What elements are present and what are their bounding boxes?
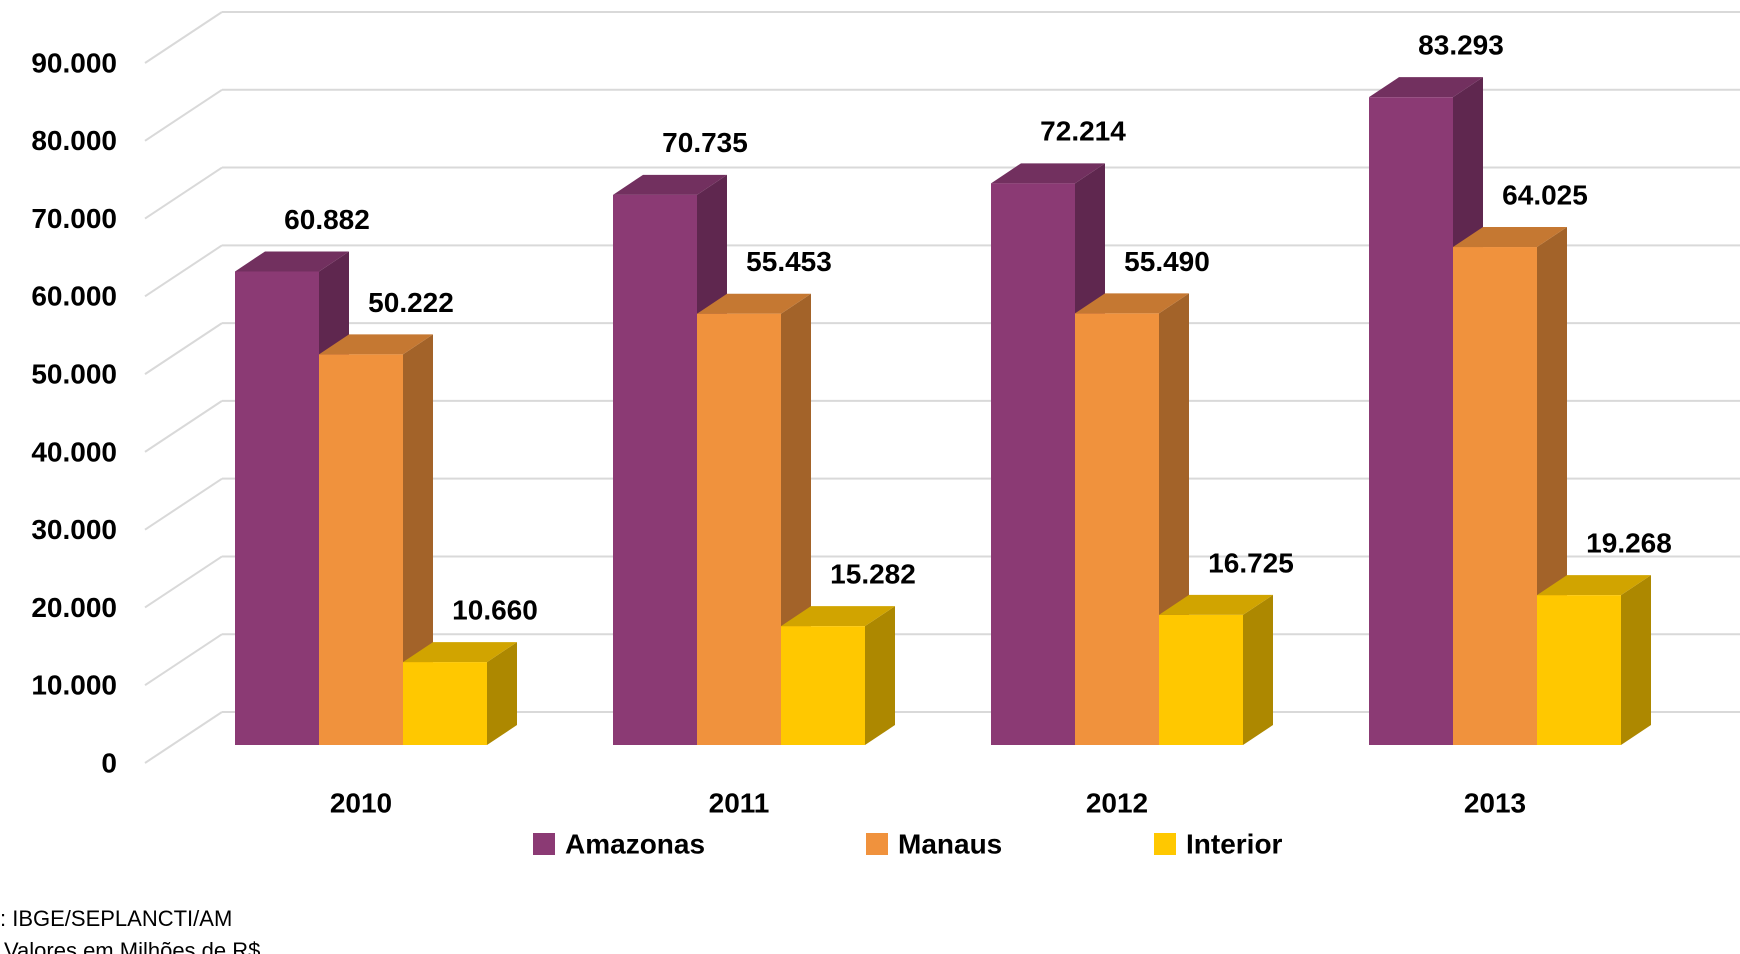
bar — [1075, 313, 1159, 745]
legend-swatch — [533, 833, 555, 855]
bar — [319, 354, 403, 745]
y-tick-label: 20.000 — [31, 592, 117, 623]
bar — [781, 626, 865, 745]
unit-note: Valores em Milhões de R$ — [4, 938, 260, 954]
legend-swatch — [866, 833, 888, 855]
data-label: 10.660 — [452, 594, 538, 625]
x-tick-label: 2013 — [1464, 787, 1526, 818]
legend-label: Amazonas — [565, 828, 705, 859]
legend-label: Interior — [1186, 828, 1283, 859]
data-label: 60.882 — [284, 204, 370, 235]
grid-line-side — [144, 555, 223, 609]
bar — [1369, 97, 1453, 746]
bar — [403, 662, 487, 745]
bar-side — [487, 642, 517, 745]
x-tick-label: 2011 — [709, 787, 770, 818]
data-label: 55.453 — [746, 246, 832, 277]
y-tick-label: 60.000 — [31, 281, 117, 312]
bar — [991, 183, 1075, 745]
bar-side — [1621, 575, 1651, 745]
x-tick-label: 2010 — [330, 787, 392, 818]
grid-line-side — [144, 400, 223, 453]
bar-top — [991, 163, 1105, 184]
bar-top — [319, 334, 433, 355]
x-tick-label: 2012 — [1086, 787, 1148, 818]
y-tick-label: 50.000 — [31, 359, 117, 390]
grid-line-side — [144, 88, 223, 142]
bar — [1159, 614, 1243, 745]
grid-line-side — [144, 477, 223, 531]
data-label: 70.735 — [662, 127, 748, 158]
y-tick-label: 40.000 — [31, 436, 117, 467]
source-note: : IBGE/SEPLANCTI/AM — [0, 906, 232, 931]
bar — [697, 313, 781, 745]
y-tick-label: 30.000 — [31, 514, 117, 545]
bar-top — [1075, 293, 1189, 314]
grid-line-side — [144, 166, 223, 220]
bar-top — [613, 174, 727, 195]
bar-top — [1453, 227, 1567, 248]
bar — [235, 271, 319, 745]
data-label: 16.725 — [1208, 547, 1294, 578]
bar — [613, 194, 697, 746]
bar-top — [1537, 575, 1651, 596]
data-label: 15.282 — [830, 559, 916, 590]
bar-side — [865, 606, 895, 745]
data-label: 19.268 — [1586, 528, 1672, 559]
bar-side — [403, 334, 433, 745]
data-label: 83.293 — [1418, 30, 1504, 61]
legend-label: Manaus — [898, 828, 1002, 859]
bar-top — [697, 293, 811, 314]
data-label: 72.214 — [1040, 116, 1126, 147]
grid-line-side — [144, 711, 223, 764]
grid-line-side — [144, 11, 223, 64]
y-tick-label: 10.000 — [31, 670, 117, 701]
bar-top — [235, 251, 349, 272]
y-tick-label: 90.000 — [31, 47, 117, 78]
bar-top — [403, 642, 517, 663]
bar-side — [1243, 594, 1273, 745]
data-label: 64.025 — [1502, 179, 1588, 210]
y-tick-label: 70.000 — [31, 203, 117, 234]
bar — [1537, 595, 1621, 745]
grid-line-side — [144, 633, 223, 687]
y-tick-label: 0 — [101, 747, 117, 778]
grid-line-side — [144, 244, 223, 298]
data-label: 55.490 — [1124, 246, 1210, 277]
bar-top — [1369, 77, 1483, 98]
grid-line-side — [144, 322, 223, 375]
data-label: 50.222 — [368, 287, 454, 318]
bar — [1453, 247, 1537, 745]
bar-top — [781, 606, 895, 627]
bar-top — [1159, 594, 1273, 615]
y-tick-label: 80.000 — [31, 125, 117, 156]
legend-swatch — [1154, 833, 1176, 855]
